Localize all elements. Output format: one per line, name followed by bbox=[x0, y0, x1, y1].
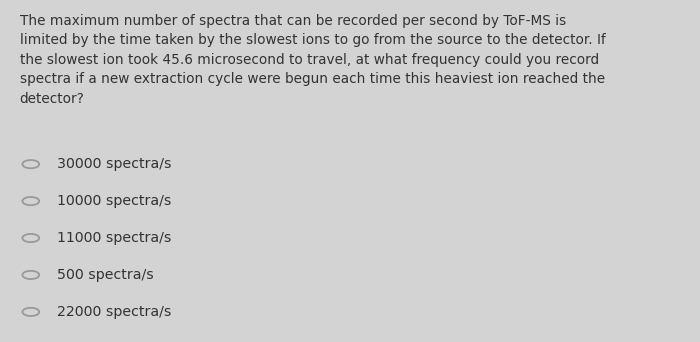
Text: 500 spectra/s: 500 spectra/s bbox=[57, 268, 154, 282]
Text: The maximum number of spectra that can be recorded per second by ToF-MS is
limit: The maximum number of spectra that can b… bbox=[20, 14, 606, 106]
Text: 11000 spectra/s: 11000 spectra/s bbox=[57, 231, 172, 245]
Text: 30000 spectra/s: 30000 spectra/s bbox=[57, 157, 172, 171]
Text: 22000 spectra/s: 22000 spectra/s bbox=[57, 305, 172, 319]
Text: 10000 spectra/s: 10000 spectra/s bbox=[57, 194, 172, 208]
